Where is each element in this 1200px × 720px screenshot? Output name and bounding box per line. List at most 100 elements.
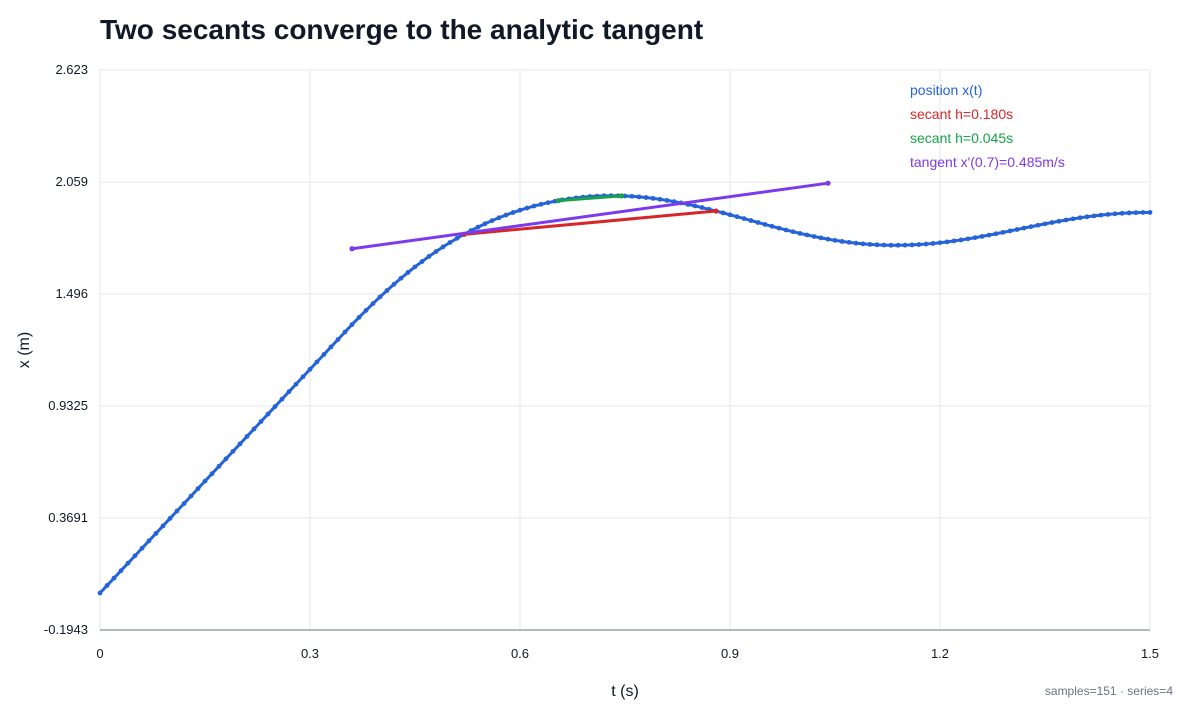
data-point: [790, 229, 796, 235]
data-point: [300, 374, 306, 380]
data-point: [454, 235, 460, 241]
data-point: [657, 196, 663, 202]
data-point: [195, 486, 201, 492]
data-point: [1042, 221, 1048, 227]
data-point: [377, 294, 383, 300]
data-point: [923, 241, 929, 247]
data-point: [405, 270, 411, 275]
data-point: [510, 210, 516, 215]
data-point: [545, 200, 551, 206]
series-1: [461, 208, 719, 237]
data-point: [181, 501, 187, 506]
data-point: [111, 575, 117, 581]
data-point: [447, 240, 453, 245]
data-point: [937, 240, 943, 246]
data-point: [818, 235, 824, 241]
legend-item: tangent x'(0.7)=0.485m/s: [910, 154, 1065, 170]
data-point: [951, 238, 957, 244]
data-point: [555, 197, 562, 204]
data-point: [867, 242, 873, 247]
data-point: [1070, 216, 1076, 222]
data-point: [762, 222, 768, 227]
data-point: [125, 560, 131, 566]
data-point: [419, 259, 425, 264]
data-point: [1049, 220, 1055, 225]
data-point: [251, 426, 257, 432]
chart-title: Two secants converge to the analytic tan…: [100, 14, 704, 45]
y-tick-label: 0.9325: [48, 398, 88, 413]
x-ticks: 0 0.3 0.6 0.9 1.2 1.5: [96, 646, 1159, 661]
data-point: [230, 448, 236, 454]
legend: position x(t) secant h=0.180s secant h=0.0…: [910, 82, 1065, 170]
data-point: [986, 232, 992, 238]
data-point: [118, 568, 124, 574]
data-point: [517, 207, 523, 213]
data-point: [1105, 212, 1111, 217]
data-point: [776, 225, 782, 231]
data-point: [741, 216, 747, 222]
data-point: [391, 281, 397, 287]
data-point: [1133, 210, 1139, 216]
data-point: [146, 538, 152, 544]
data-point: [342, 329, 348, 335]
data-point: [237, 441, 243, 447]
data-point: [636, 194, 642, 200]
data-point: [314, 359, 320, 365]
x-axis-label: t (s): [611, 683, 639, 700]
data-point: [916, 242, 922, 247]
data-point: [258, 419, 264, 424]
data-point: [713, 208, 719, 214]
y-tick-label: 2.623: [55, 62, 88, 77]
data-point: [1077, 215, 1083, 221]
data-point: [104, 583, 110, 588]
data-point: [1035, 222, 1041, 228]
data-point: [384, 288, 390, 293]
data-point: [769, 223, 775, 229]
data-point: [209, 471, 215, 477]
data-point: [538, 201, 544, 207]
data-point: [1000, 229, 1006, 235]
data-point: [139, 545, 145, 551]
series-3: [349, 180, 831, 252]
data-point: [902, 242, 908, 248]
series-line: [557, 194, 623, 203]
legend-item: secant h=0.180s: [910, 106, 1013, 122]
data-point: [727, 212, 733, 218]
data-point: [293, 381, 299, 387]
data-point: [272, 404, 278, 409]
samples-count: samples=151: [1044, 684, 1117, 698]
data-point: [1014, 227, 1020, 232]
data-point: [1112, 211, 1118, 217]
data-point: [440, 244, 446, 250]
data-point: [860, 241, 866, 247]
data-point: [496, 215, 502, 221]
data-point: [643, 195, 649, 200]
data-point: [797, 230, 803, 236]
data-point: [356, 314, 362, 320]
data-point: [503, 212, 509, 218]
data-point: [349, 246, 355, 252]
data-point: [426, 254, 432, 259]
data-point: [853, 240, 859, 246]
data-point: [370, 301, 376, 306]
data-point: [979, 234, 985, 239]
x-tick-label: 0: [96, 646, 103, 661]
x-tick-label: 0.6: [511, 646, 529, 661]
data-point: [1028, 224, 1034, 230]
data-point: [489, 218, 495, 224]
data-point: [881, 242, 887, 248]
data-point: [1147, 210, 1153, 215]
data-point: [839, 239, 845, 244]
data-point: [412, 264, 418, 270]
data-point: [363, 307, 369, 313]
data-point: [188, 493, 194, 499]
data-point: [482, 221, 488, 227]
series-line: [98, 194, 1152, 595]
data-point: [699, 205, 705, 210]
series-0: [97, 193, 1153, 596]
series-line: [350, 181, 830, 251]
data-point: [1119, 210, 1125, 216]
data-point: [349, 322, 355, 327]
data-point: [524, 205, 530, 211]
